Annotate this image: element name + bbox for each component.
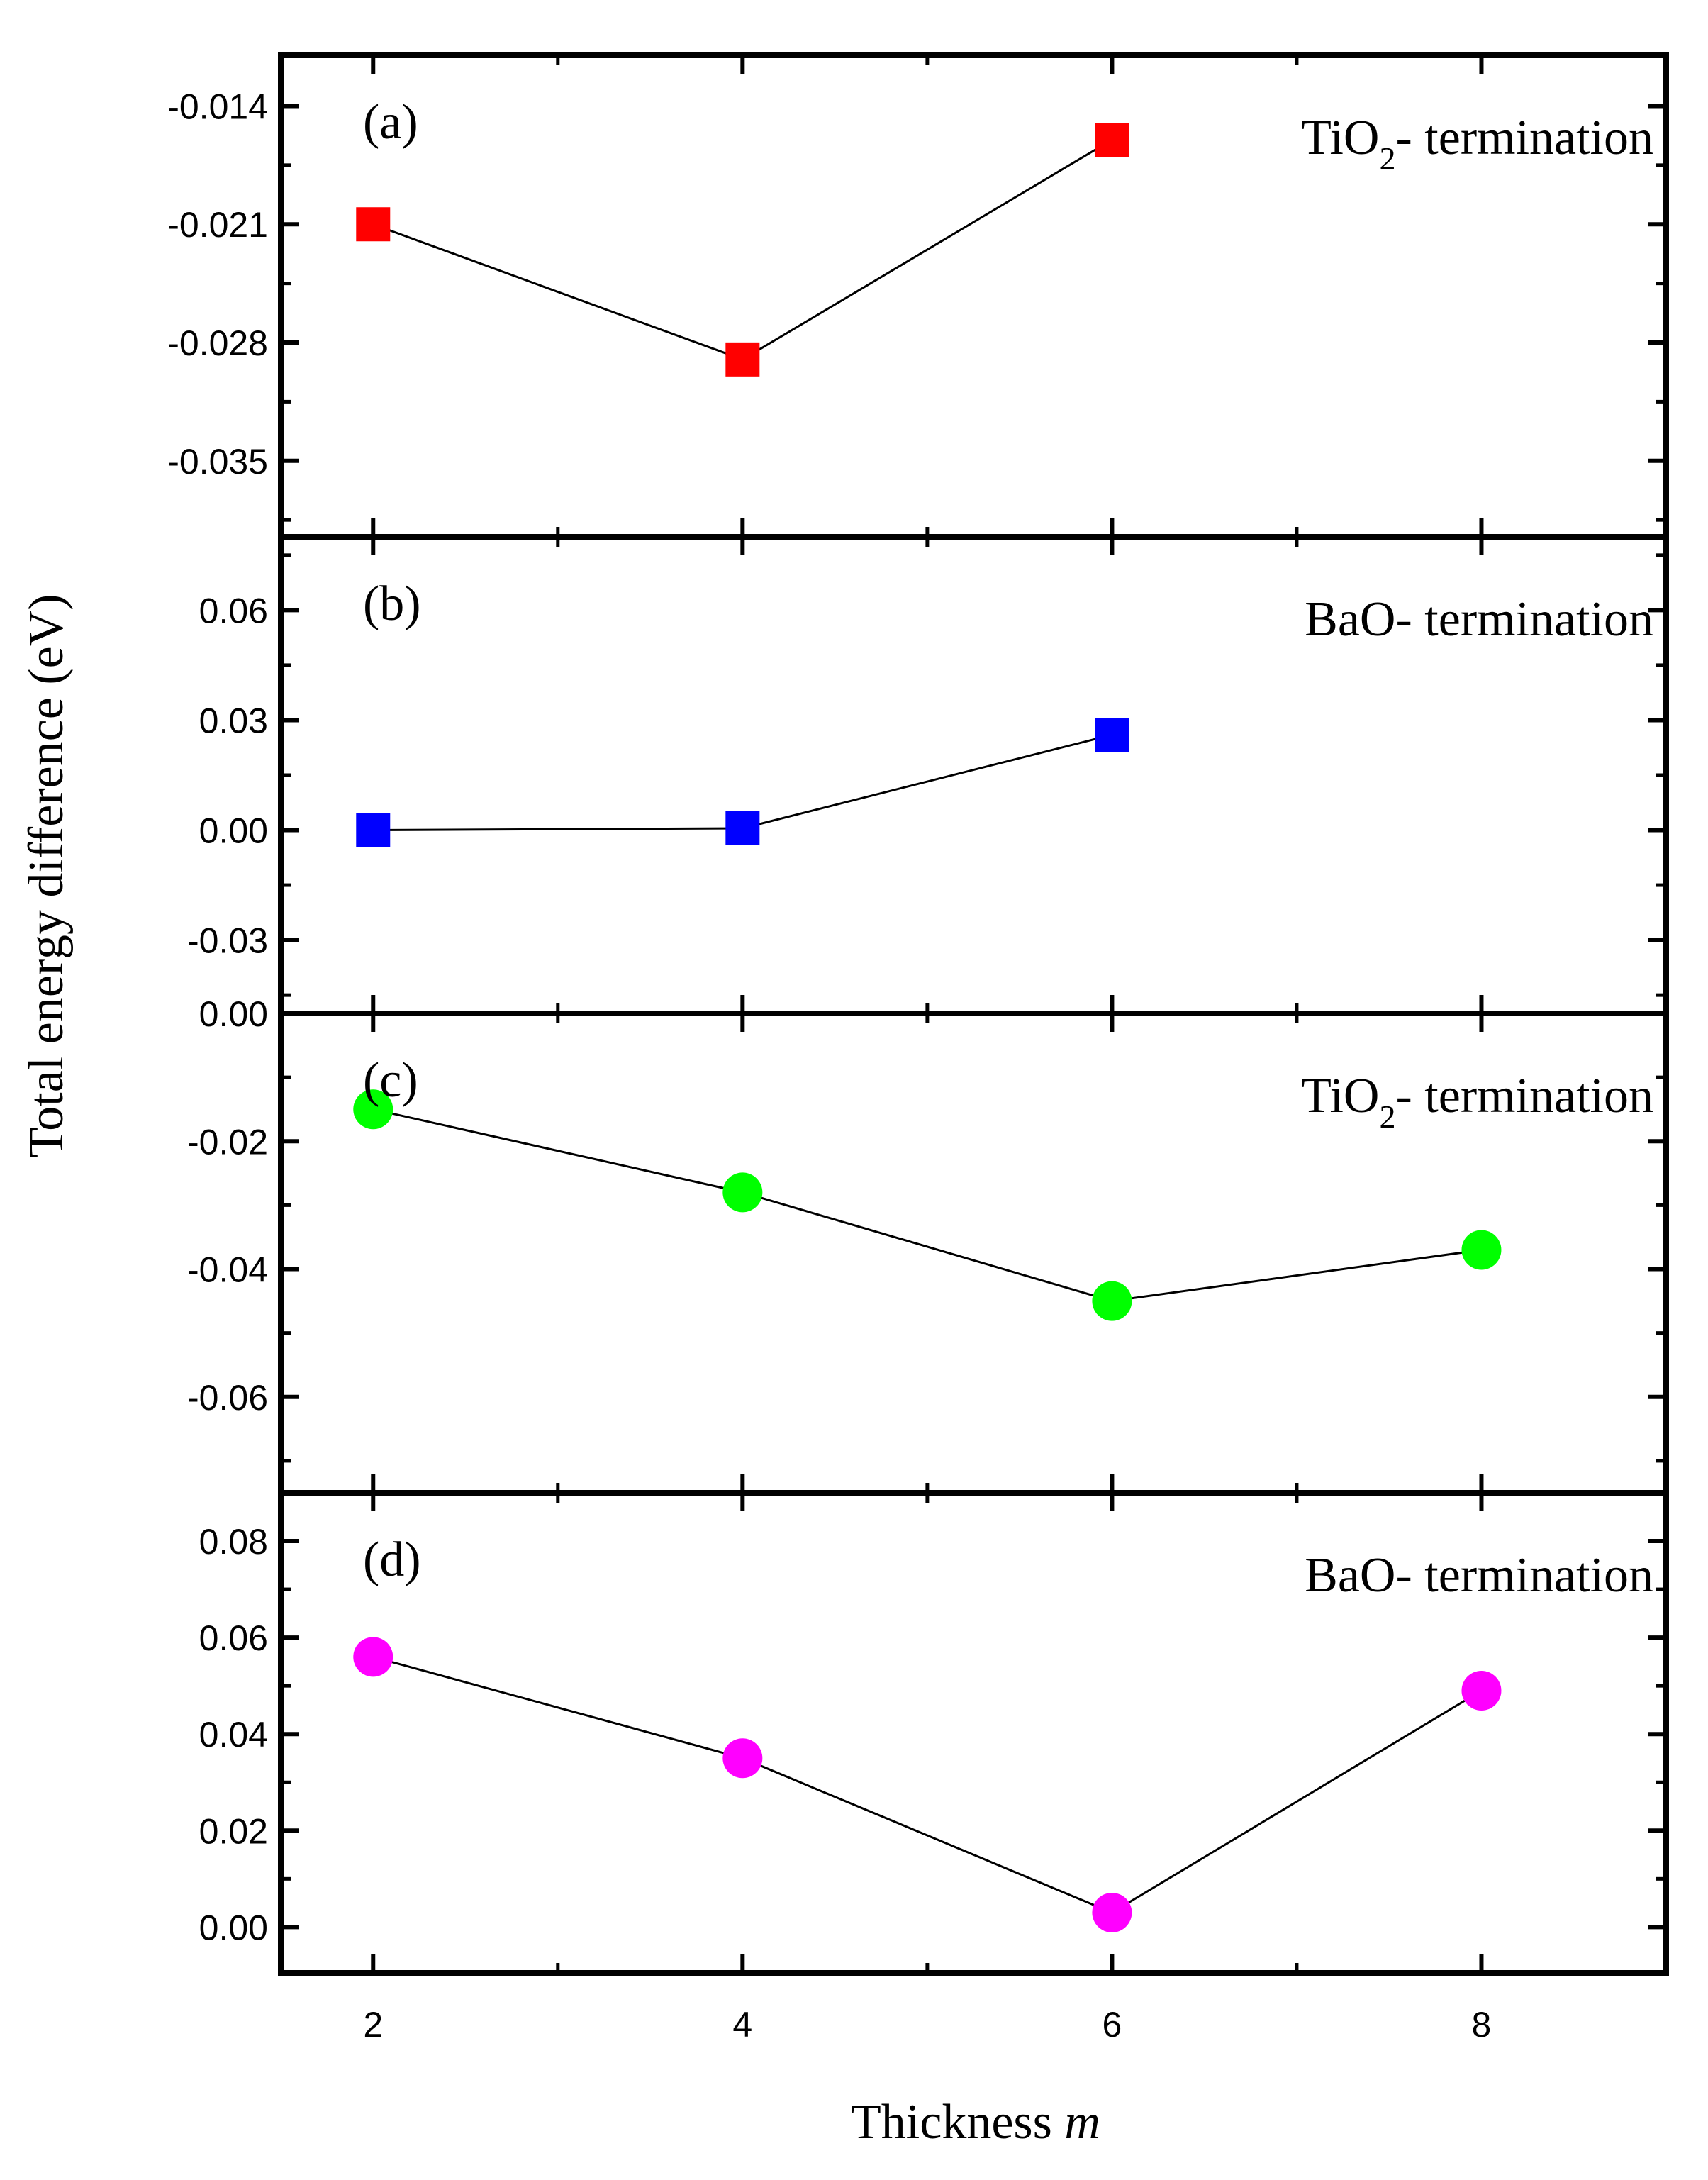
panel-annotation: TiO2- termination — [1301, 1069, 1653, 1135]
data-point — [1095, 718, 1129, 752]
panel-label: (a) — [363, 95, 418, 150]
annotation-main: BaO — [1305, 1548, 1395, 1603]
y-tick-label: -0.04 — [187, 1250, 268, 1290]
y-tick-label: -0.035 — [167, 442, 268, 482]
panel-annotation: TiO2- termination — [1301, 111, 1653, 177]
annotation-main: TiO — [1301, 111, 1379, 165]
data-point — [725, 811, 760, 845]
data-point — [353, 1089, 393, 1130]
y-tick-label: -0.06 — [187, 1378, 268, 1418]
annotation-main: TiO — [1301, 1069, 1379, 1123]
x-axis-title-text: Thickness — [851, 2095, 1064, 2150]
data-point — [725, 342, 760, 377]
panel-b: 0.06 0.03 0.00 -0.03 (b) BaO- termination — [187, 534, 1669, 1016]
panel-label: (d) — [363, 1533, 421, 1587]
x-tick-label: 2 — [363, 2005, 383, 2045]
annotation-subscript: 2 — [1379, 1099, 1395, 1135]
panel-c: 0.00 -0.02 -0.04 -0.06 (c) TiO2- termination — [187, 994, 1669, 1496]
x-axis-title-variable: m — [1064, 2095, 1100, 2150]
annotation-tail: - termination — [1395, 111, 1653, 165]
y-tick-label: 0.00 — [199, 811, 268, 851]
y-tick-label: -0.03 — [187, 921, 268, 961]
y-tick-label: 0.02 — [199, 1811, 268, 1851]
series-line — [372, 1655, 1483, 1914]
x-axis-title: Thickness m — [851, 2095, 1100, 2150]
panel-frame — [278, 1490, 1669, 1976]
annotation-main: BaO — [1305, 592, 1395, 647]
y-tick-label: 0.08 — [199, 1522, 268, 1562]
y-tick-label: -0.028 — [167, 323, 268, 363]
panels-group: -0.014-0.021-0.028-0.035(a) TiO2- termina… — [167, 52, 1669, 2045]
annotation-tail: - termination — [1395, 1069, 1653, 1123]
data-point — [1461, 1670, 1502, 1711]
y-tick-label: 0.00 — [199, 1908, 268, 1947]
y-tick-label: -0.02 — [187, 1122, 268, 1162]
data-point — [356, 813, 391, 847]
panel-annotation: BaO- termination — [1305, 592, 1653, 647]
series-line — [372, 1108, 1482, 1303]
y-axis-title: Total energy difference (eV) — [19, 594, 74, 1157]
x-tick-label: 6 — [1102, 2005, 1122, 2045]
x-tick-label: 4 — [732, 2005, 752, 2045]
y-tick-label: 0.06 — [199, 591, 268, 630]
data-point — [1461, 1230, 1502, 1270]
data-point — [722, 1172, 763, 1213]
x-tick-label: 8 — [1472, 2005, 1492, 2045]
panel-a: -0.014 -0.021 -0.028 -0.035 (a) TiO2- termina… — [167, 52, 1669, 540]
series-line — [372, 138, 1113, 361]
y-tick-label: 0.03 — [199, 701, 268, 740]
panel-label: (c) — [363, 1053, 418, 1108]
data-point — [353, 1637, 393, 1677]
y-tick-label: -0.014 — [167, 87, 268, 126]
data-point — [722, 1738, 763, 1779]
annotation-tail: - termination — [1395, 592, 1653, 647]
data-point — [1092, 1892, 1132, 1932]
annotation-subscript: 2 — [1379, 140, 1395, 177]
data-point — [1095, 123, 1129, 157]
panel-d: 0.08 0.06 0.04 0.02 0.00 (d) BaO- termination — [199, 1490, 1669, 1976]
panel-annotation: BaO- termination — [1305, 1548, 1653, 1603]
y-tick-label: -0.021 — [167, 205, 268, 245]
y-tick-label: 0.06 — [199, 1618, 268, 1658]
panel-label: (b) — [363, 577, 421, 631]
y-tick-label: 0.04 — [199, 1715, 268, 1754]
y-tick-label: 0.00 — [199, 994, 268, 1034]
data-point — [1092, 1281, 1132, 1321]
annotation-tail: - termination — [1395, 1548, 1653, 1603]
data-point — [356, 207, 391, 242]
